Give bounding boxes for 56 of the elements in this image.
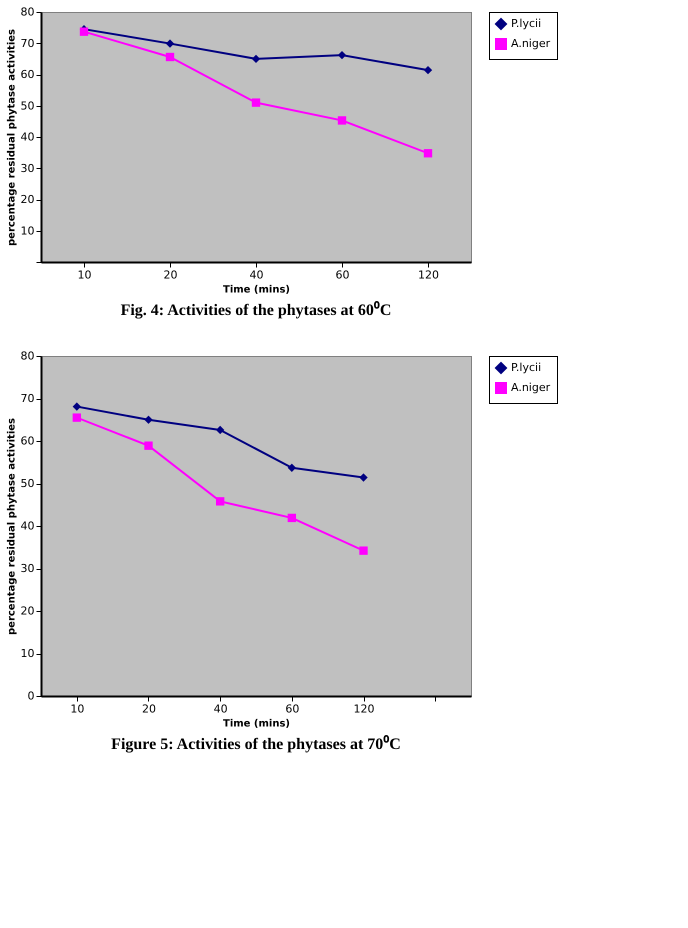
y-tick-label: 70 — [20, 36, 34, 50]
y-tick-label: 50 — [20, 477, 34, 490]
x-axis-title: Time (mins) — [223, 284, 290, 296]
y-tick-label: 30 — [20, 562, 34, 575]
point — [216, 426, 224, 434]
x-tick-label: 40 — [250, 268, 264, 282]
x-tick-label: 40 — [214, 702, 228, 716]
point — [80, 28, 88, 36]
y-tick-label: 10 — [20, 647, 34, 660]
x-tick-label: 10 — [78, 268, 92, 282]
y-tick-label: 50 — [20, 99, 34, 112]
y-tick-label: 0 — [28, 690, 34, 702]
point — [216, 497, 224, 506]
y-tick-label: 60 — [20, 68, 34, 81]
x-tick-label: 120 — [354, 702, 374, 716]
y-axis-title: percentage residual phytase activities — [6, 28, 18, 246]
point — [424, 149, 432, 158]
y-tick-label: 20 — [20, 193, 34, 206]
y-tick-label: 40 — [20, 130, 34, 144]
text: Figure 5: Activities of the phytases at 70⁰C — [111, 735, 401, 753]
point — [288, 464, 296, 472]
point — [252, 98, 260, 107]
y-tick-label: 80 — [20, 6, 34, 18]
point — [338, 116, 346, 125]
point — [166, 52, 174, 62]
legend-label: P.lycii — [511, 17, 542, 30]
x-axis-title: Time (mins) — [223, 718, 290, 730]
point — [424, 66, 432, 74]
y-tick-label: 80 — [20, 350, 34, 362]
x-tick-label: 60 — [285, 702, 300, 716]
legend-label: P.lycii — [511, 361, 542, 374]
y-tick-label: 10 — [20, 224, 34, 238]
point — [144, 441, 153, 450]
point — [252, 54, 260, 64]
y-tick-label: 20 — [20, 604, 34, 618]
point — [166, 39, 174, 48]
y-tick-label: 40 — [20, 520, 34, 532]
point — [72, 413, 82, 422]
y-tick-label: 30 — [20, 162, 34, 175]
point — [288, 514, 296, 522]
x-tick-label: 10 — [70, 702, 84, 716]
text: Fig. 4: Activities of the phytases at 60⁰C — [120, 301, 392, 319]
point — [72, 402, 82, 411]
y-tick-label: 70 — [20, 392, 34, 405]
point — [359, 473, 368, 482]
x-tick-label: 60 — [336, 268, 350, 282]
point — [359, 546, 368, 555]
legend-label: A.niger — [511, 37, 551, 50]
x-tick-label: 120 — [418, 268, 439, 282]
y-axis-title: percentage residual phytase activities — [6, 418, 18, 635]
x-tick-label: 20 — [142, 702, 156, 716]
point — [144, 416, 153, 424]
point — [338, 50, 346, 60]
y-tick-label: 60 — [20, 434, 34, 448]
legend-label: A.niger — [511, 381, 551, 394]
x-tick-label: 20 — [164, 268, 178, 282]
